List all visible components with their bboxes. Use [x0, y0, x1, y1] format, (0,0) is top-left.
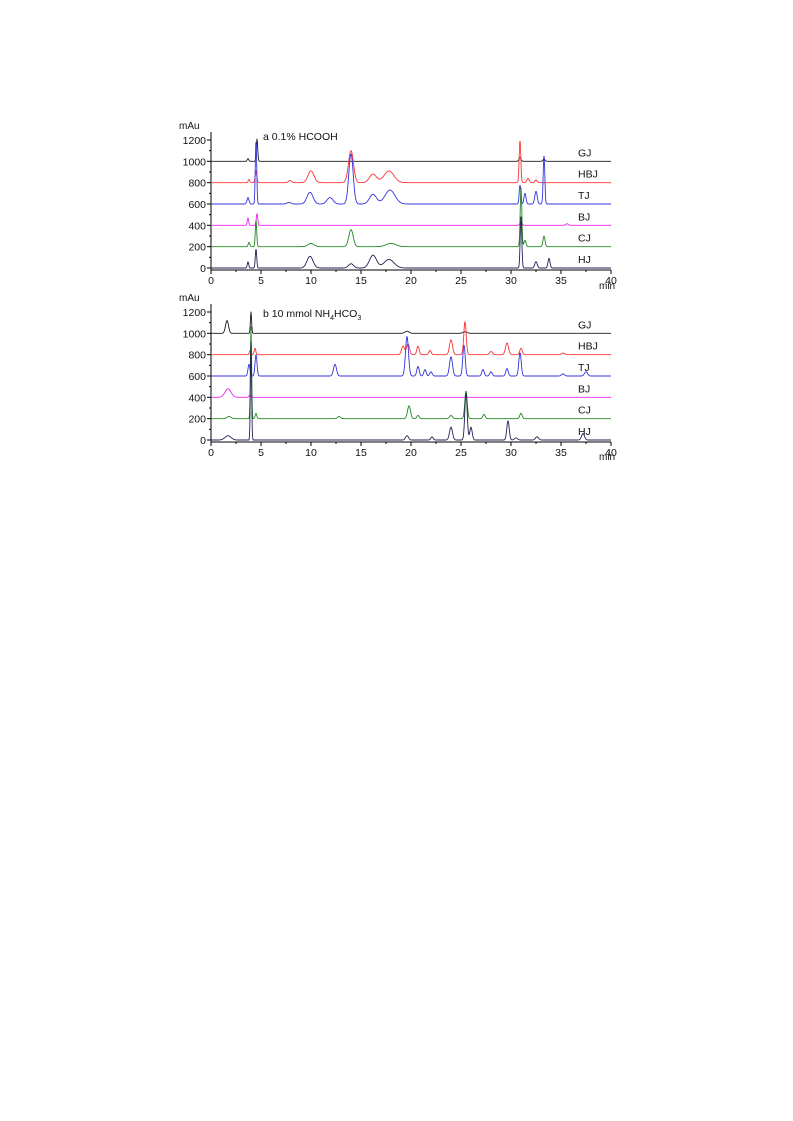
panel-b-trace-label-tj: TJ — [578, 362, 590, 374]
panel-a-trace-cj — [210, 187, 612, 248]
panel-a-x-tick-label: 20 — [405, 275, 417, 287]
panel-a-trace-label-tj: TJ — [578, 190, 590, 202]
panel-b-y-tick-label: 600 — [188, 371, 206, 383]
panel-a-trace-label-hj: HJ — [578, 254, 591, 266]
panel-a-y-tick-label: 1000 — [183, 156, 207, 168]
panel-b-x-tick-label: 25 — [455, 447, 467, 459]
panel-a-trace-bj — [210, 213, 612, 226]
panel-b-trace-label-gj: GJ — [578, 319, 591, 331]
panel-b-x-tick-label: 20 — [405, 447, 417, 459]
panel-b-y-tick-label: 1200 — [183, 307, 207, 319]
panel-a-y-tick-label: 400 — [188, 220, 206, 232]
panel-a-trace-hbj — [210, 140, 612, 184]
panel-a-x-tick-label: 35 — [555, 275, 567, 287]
panel-b-trace-label-bj: BJ — [578, 383, 590, 395]
panel-b-chromatogram: mAu b 10 mmol NH4HCO3 min 0 5 10 15 20 25 30 35… — [179, 293, 617, 463]
panel-a-y-tick-label: 200 — [188, 242, 206, 254]
panel-b-title-sub1: 4 — [330, 315, 334, 322]
panel-b-trace-tj — [210, 336, 612, 377]
panel-b-x-tick-label: 40 — [605, 447, 617, 459]
panel-b-xunit: min — [599, 452, 615, 463]
panel-b-trace-cj — [210, 326, 612, 420]
panel-b-trace-gj — [210, 311, 612, 334]
panel-a-x-tick-label: 15 — [355, 275, 367, 287]
panel-b-x-tick-label: 0 — [208, 447, 214, 459]
panel-a-x-tick-label: 0 — [208, 275, 214, 287]
panel-a-y-tick-label: 800 — [188, 178, 206, 190]
panel-a-xunit: min — [599, 281, 615, 292]
panel-b-trace-hbj — [210, 321, 612, 356]
panel-b-x-tick-label: 15 — [355, 447, 367, 459]
panel-a-x-tick-label: 5 — [258, 275, 264, 287]
panel-b-x-tick-label: 5 — [258, 447, 264, 459]
panel-b-x-tick-label: 10 — [305, 447, 317, 459]
panel-b-y-tick-label: 200 — [188, 414, 206, 426]
panel-a-y-tick-label: 0 — [200, 263, 206, 275]
panel-a-x-tick-label: 30 — [505, 275, 517, 287]
panel-b-trace-label-cj: CJ — [578, 405, 591, 417]
panel-a-trace-tj — [210, 142, 612, 205]
panel-a-trace-label-bj: BJ — [578, 211, 590, 223]
panel-b-title-sub2: 3 — [357, 315, 361, 322]
panel-b-y-tick-label: 0 — [200, 435, 206, 447]
panel-b-trace-label-hj: HJ — [578, 426, 591, 438]
panel-b-title-part1: b 10 mmol NH — [263, 308, 330, 320]
panel-a-y-tick-label: 1200 — [183, 135, 207, 147]
panel-b-title: b 10 mmol NH4HCO3 — [263, 308, 361, 322]
panel-b-x-tick-label: 35 — [555, 447, 567, 459]
panel-b-y-tick-label: 800 — [188, 350, 206, 362]
panel-b-title-part2: HCO — [334, 308, 357, 320]
panel-a-trace-label-gj: GJ — [578, 147, 591, 159]
panel-a-title: a 0.1% HCOOH — [263, 131, 338, 143]
panel-b-x-tick-label: 30 — [505, 447, 517, 459]
panel-a-trace-label-cj: CJ — [578, 233, 591, 245]
panel-b-y-tick-label: 400 — [188, 392, 206, 404]
panel-b-trace-hj — [210, 341, 612, 441]
panel-a-x-tick-label: 10 — [305, 275, 317, 287]
panel-a-chromatogram: mAu a 0.1% HCOOH min 0 5 10 15 20 25 30 35 40020… — [179, 121, 617, 292]
panel-a-x-tick-label: 40 — [605, 275, 617, 287]
panel-b-trace-label-hbj: HBJ — [578, 341, 598, 353]
panel-b-y-tick-label: 1000 — [183, 328, 207, 340]
panel-a-y-tick-label: 600 — [188, 199, 206, 211]
panel-a-trace-hj — [210, 216, 612, 269]
panel-a-x-tick-label: 25 — [455, 275, 467, 287]
panel-b-trace-bj — [210, 388, 612, 398]
panel-b-ylabel: mAu — [179, 293, 200, 304]
panel-a-trace-label-hbj: HBJ — [578, 169, 598, 181]
panel-a-ylabel: mAu — [179, 121, 200, 132]
